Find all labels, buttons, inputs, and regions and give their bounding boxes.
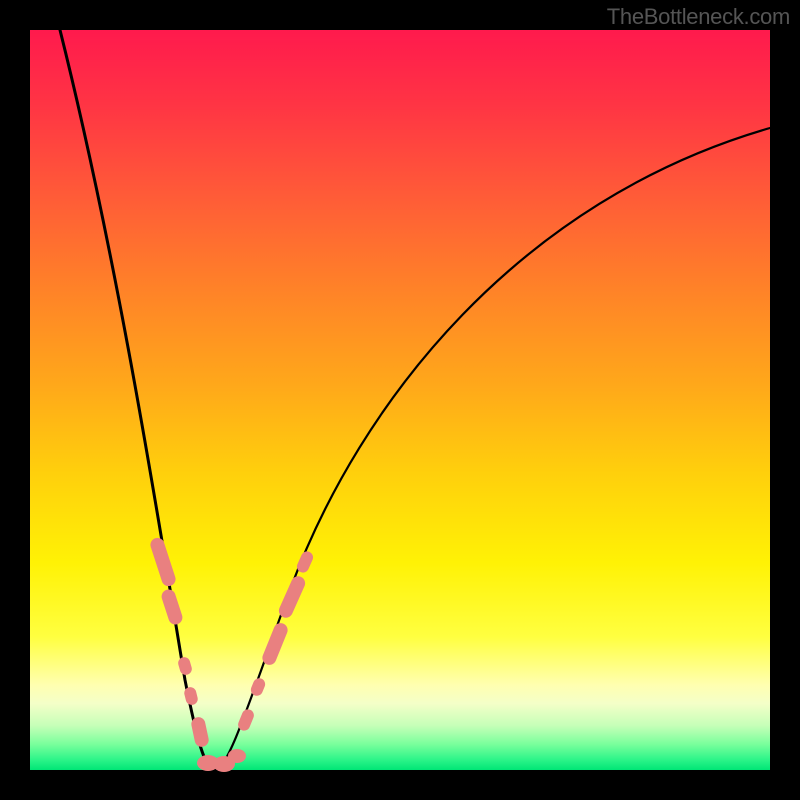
marker-bottom-2 bbox=[228, 749, 246, 763]
plot-svg bbox=[0, 0, 800, 800]
plot-background bbox=[30, 30, 770, 770]
chart-container: TheBottleneck.com bbox=[0, 0, 800, 800]
